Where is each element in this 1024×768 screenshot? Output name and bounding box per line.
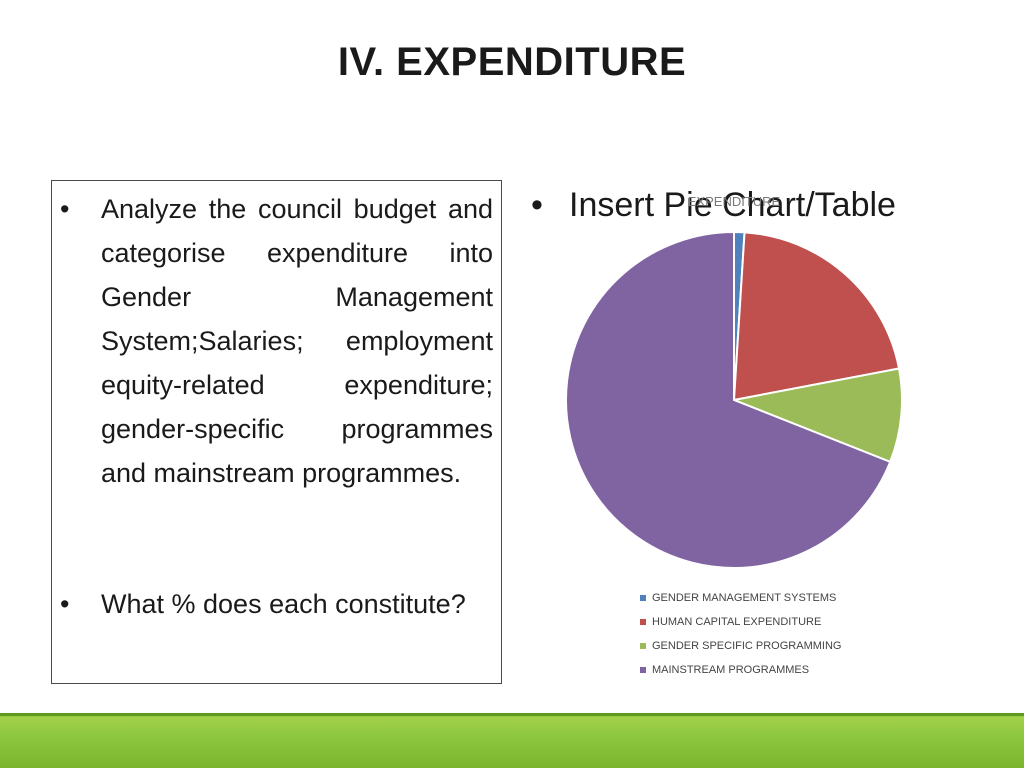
legend-item-mainstream: MAINSTREAM PROGRAMMES [640,658,900,682]
pie-slice-human-capital-expenditure [732,231,901,402]
pie-slice-mainstream-programmes [565,230,892,569]
legend-label: GENDER SPECIFIC PROGRAMMING [652,640,842,652]
legend-item-gender-management: GENDER MANAGEMENT SYSTEMS [640,586,900,610]
bullet-marker: • [60,194,70,224]
legend-label: MAINSTREAM PROGRAMMES [652,664,810,676]
slide-title: IV. EXPENDITURE [337,40,687,84]
legend-swatch [640,643,646,649]
bullet-text-question: What % does each constitute? [101,589,466,619]
legend-swatch [640,595,646,601]
legend-item-human-capital: HUMAN CAPITAL EXPENDITURE [640,610,900,634]
expenditure-pie-chart: EXPENDITURE [565,194,903,569]
pie-slice-gender-specific-programming [730,367,903,464]
legend-label: HUMAN CAPITAL EXPENDITURE [652,616,822,628]
insert-chart-bullet: • Insert Pie Chart/Table [531,186,896,225]
bullet-text-analyze: Analyze the council budget and categoris… [101,194,493,488]
legend-swatch [640,619,646,625]
bullet-text-box: • Analyze the council budget and categor… [51,180,502,684]
insert-chart-text: Insert Pie Chart/Table [569,186,896,224]
footer-band [0,713,1024,768]
chart-legend: GENDER MANAGEMENT SYSTEMS HUMAN CAPITAL … [640,586,900,682]
legend-label: GENDER MANAGEMENT SYSTEMS [652,592,837,604]
pie-slices [565,230,903,569]
legend-item-gender-specific: GENDER SPECIFIC PROGRAMMING [640,634,900,658]
bullet-marker: • [60,589,70,619]
chart-title: EXPENDITURE [688,194,781,209]
bullet-marker: • [531,186,543,224]
legend-swatch [640,667,646,673]
